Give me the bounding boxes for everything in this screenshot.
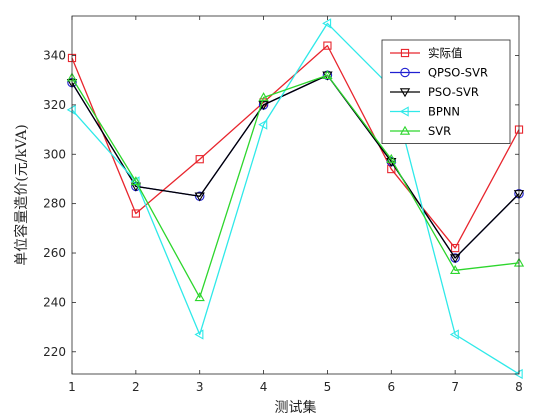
series-5 bbox=[66, 69, 525, 302]
legend-label: BPNN bbox=[428, 105, 460, 119]
axes-frame bbox=[71, 15, 520, 375]
x-tick-label: 2 bbox=[132, 380, 140, 394]
axes-layer: 1 2 3 4 5 6 7 8 220 240 260 280 300 320 340 bbox=[43, 15, 523, 394]
legend-marker bbox=[399, 125, 411, 135]
series-line bbox=[71, 74, 520, 259]
data-point bbox=[258, 92, 269, 102]
legend-marker bbox=[399, 106, 409, 117]
data-point bbox=[195, 155, 204, 164]
data-point bbox=[194, 192, 205, 202]
y-tick-label: 280 bbox=[43, 197, 66, 211]
data-point bbox=[194, 292, 205, 302]
data-point bbox=[451, 243, 460, 253]
legend-marker bbox=[400, 67, 410, 78]
x-tick-label: 3 bbox=[196, 380, 204, 394]
data-point bbox=[386, 153, 397, 163]
data-point bbox=[258, 119, 268, 130]
legend-label: 实际值 bbox=[428, 46, 463, 60]
data-point bbox=[449, 254, 461, 264]
data-point bbox=[323, 41, 332, 50]
data-point bbox=[66, 104, 76, 115]
y-tick-label: 320 bbox=[43, 98, 66, 112]
legend-marker bbox=[400, 48, 410, 58]
y-tick-label: 260 bbox=[43, 246, 66, 260]
data-point bbox=[130, 176, 140, 187]
x-tick-label: 1 bbox=[68, 380, 76, 394]
data-point bbox=[449, 264, 461, 275]
x-tick-label: 5 bbox=[324, 380, 332, 394]
series-line bbox=[71, 22, 520, 375]
data-point bbox=[513, 368, 523, 380]
data-point bbox=[322, 18, 332, 29]
y-tick-label: 300 bbox=[43, 147, 66, 161]
legend-item: SVR bbox=[390, 124, 451, 138]
data-point bbox=[131, 209, 140, 218]
legend-item: PSO-SVR bbox=[390, 85, 479, 99]
series-4 bbox=[66, 18, 523, 380]
legend-label: SVR bbox=[428, 124, 451, 138]
y-axis-label: 单位容量造价(元/kVA) bbox=[13, 124, 30, 265]
series-layer bbox=[66, 18, 525, 380]
x-tick-label: 6 bbox=[387, 380, 395, 394]
x-tick-label: 7 bbox=[451, 380, 459, 394]
data-point bbox=[322, 69, 333, 79]
x-tick-label: 8 bbox=[515, 380, 523, 394]
legend-label: PSO-SVR bbox=[428, 85, 479, 99]
legend-item: 实际值 bbox=[390, 46, 463, 60]
legend-label: QPSO-SVR bbox=[428, 66, 488, 80]
y-tick-label: 240 bbox=[43, 295, 66, 309]
y-tick-label: 340 bbox=[43, 49, 66, 63]
legend: 实际值 QPSO-SVR PSO-SVR BPNN SVR bbox=[381, 39, 511, 144]
series-line bbox=[71, 74, 520, 299]
legend-item: BPNN bbox=[390, 105, 460, 119]
legend-marker bbox=[399, 88, 411, 98]
data-point bbox=[130, 176, 142, 186]
data-point bbox=[449, 329, 459, 340]
data-point bbox=[194, 329, 204, 340]
y-tick-label: 220 bbox=[43, 345, 66, 359]
legend-item: QPSO-SVR bbox=[390, 66, 488, 80]
x-axis-label: 测试集 bbox=[275, 399, 317, 416]
x-tick-label: 4 bbox=[260, 380, 268, 394]
